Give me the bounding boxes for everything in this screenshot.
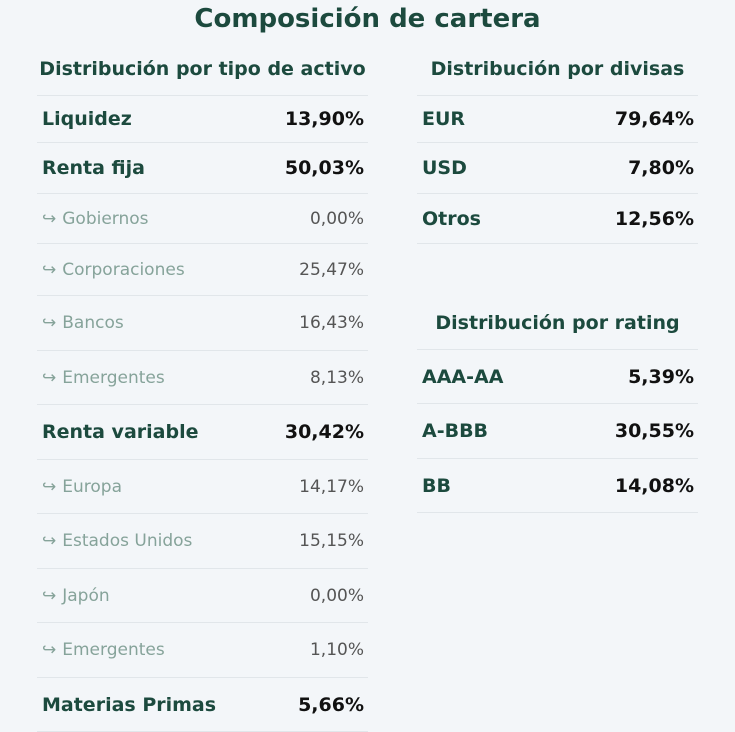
asset-row-label: ↪ Japón xyxy=(42,586,110,606)
asset-row-label-text: Emergentes xyxy=(62,640,165,660)
currency-row-value: 7,80% xyxy=(628,157,694,179)
currency-row-label-text: USD xyxy=(422,157,467,179)
rating-distribution-section: Distribución por rating AAA-AA 5,39% A-BBB… xyxy=(417,309,698,513)
asset-row: ↪ Europa 14,17% xyxy=(37,460,368,514)
rating-row-label: BB xyxy=(422,475,451,497)
asset-row-value: 16,43% xyxy=(299,313,364,333)
asset-row-value: 0,00% xyxy=(309,208,364,229)
asset-row-label: ↪ Corporaciones xyxy=(42,260,185,280)
rating-row-value: 30,55% xyxy=(614,420,694,442)
sub-item-arrow-icon: ↪ xyxy=(42,313,57,333)
rating-row-label-text: A-BBB xyxy=(422,420,489,442)
page-title: Composición de cartera xyxy=(194,4,541,34)
asset-row: Liquidez 13,90% xyxy=(37,96,368,143)
asset-row: ↪ Gobiernos 0,00% xyxy=(37,194,368,244)
asset-row: ↪ Estados Unidos 15,15% xyxy=(37,514,368,569)
asset-row-value: 1,10% xyxy=(309,640,364,660)
rating-row-value: 14,08% xyxy=(614,474,694,497)
currency-distribution-section: Distribución por divisas EUR 79,64% USD 7,8… xyxy=(417,55,698,244)
currency-row-label-text: Otros xyxy=(422,207,481,230)
currency-distribution-table: EUR 79,64% USD 7,80% Otros 12,56% xyxy=(417,95,698,244)
rating-row: A-BBB 30,55% xyxy=(417,404,698,459)
asset-row-label-text: Estados Unidos xyxy=(62,531,193,551)
asset-row-label: Materias Primas xyxy=(42,694,216,716)
asset-row-label-text: Emergentes xyxy=(62,367,165,388)
asset-row-label: ↪ Emergentes xyxy=(42,368,165,388)
rating-distribution-heading: Distribución por rating xyxy=(435,312,680,334)
asset-row: ↪ Corporaciones 25,47% xyxy=(37,244,368,296)
asset-row: Materias Primas 5,66% xyxy=(37,678,368,732)
asset-row: ↪ Bancos 16,43% xyxy=(37,296,368,351)
currency-row-label-text: EUR xyxy=(422,108,466,130)
asset-row-label: Renta variable xyxy=(42,421,198,443)
sub-item-arrow-icon: ↪ xyxy=(42,476,57,497)
asset-row-value: 0,00% xyxy=(309,585,364,606)
asset-row-label-text: Bancos xyxy=(62,313,124,333)
asset-row-value: 5,66% xyxy=(298,693,364,716)
asset-row-value: 50,03% xyxy=(284,157,364,179)
rating-row-label: A-BBB xyxy=(422,420,488,442)
asset-row-label-text: Corporaciones xyxy=(62,259,185,280)
asset-row-label-text: Renta variable xyxy=(42,421,199,443)
asset-row-label-text: Japón xyxy=(62,585,110,606)
asset-row-value: 14,17% xyxy=(299,476,364,497)
asset-row-label: Renta fija xyxy=(42,157,145,179)
asset-row-label-text: Materias Primas xyxy=(42,693,217,716)
asset-row-label: ↪ Emergentes xyxy=(42,640,165,660)
sub-item-arrow-icon: ↪ xyxy=(42,259,57,280)
currency-row-value: 12,56% xyxy=(614,207,694,230)
asset-row: ↪ Emergentes 8,13% xyxy=(37,351,368,405)
currency-row: Otros 12,56% xyxy=(417,194,698,244)
sub-item-arrow-icon: ↪ xyxy=(42,367,57,388)
currency-row-label: Otros xyxy=(422,208,481,230)
asset-distribution-heading: Distribución por tipo de activo xyxy=(39,58,366,80)
rating-row-label-text: AAA-AA xyxy=(422,365,504,388)
rating-row: BB 14,08% xyxy=(417,459,698,513)
asset-row-label: ↪ Bancos xyxy=(42,313,124,333)
asset-distribution-table: Liquidez 13,90% Renta fija 50,03% ↪ Gobiernos… xyxy=(37,95,368,732)
asset-row-label: Liquidez xyxy=(42,108,132,130)
asset-row-label-text: Renta fija xyxy=(42,157,145,179)
asset-row-label: ↪ Europa xyxy=(42,477,122,497)
rating-row: AAA-AA 5,39% xyxy=(417,350,698,404)
asset-row-value: 8,13% xyxy=(309,367,364,388)
asset-row: Renta variable 30,42% xyxy=(37,405,368,460)
rating-row-label-text: BB xyxy=(422,474,451,497)
currency-row-label: EUR xyxy=(422,108,465,130)
asset-row-value: 30,42% xyxy=(284,421,364,443)
currency-row-label: USD xyxy=(422,157,467,179)
currency-distribution-heading: Distribución por divisas xyxy=(430,58,685,80)
asset-row: ↪ Japón 0,00% xyxy=(37,569,368,623)
sub-item-arrow-icon: ↪ xyxy=(42,531,57,551)
rating-row-value: 5,39% xyxy=(628,365,694,388)
sub-item-arrow-icon: ↪ xyxy=(42,208,57,229)
asset-row-value: 15,15% xyxy=(299,531,364,551)
asset-row-label-text: Europa xyxy=(62,476,122,497)
asset-distribution-section: Distribución por tipo de activo Liquidez… xyxy=(37,55,368,732)
sub-item-arrow-icon: ↪ xyxy=(42,585,57,606)
asset-row-label: ↪ Estados Unidos xyxy=(42,531,192,551)
currency-row: USD 7,80% xyxy=(417,143,698,194)
asset-row-value: 25,47% xyxy=(299,259,364,280)
rating-distribution-table: AAA-AA 5,39% A-BBB 30,55% BB 14,08% xyxy=(417,349,698,513)
asset-row-label-text: Liquidez xyxy=(42,108,132,130)
asset-row: Renta fija 50,03% xyxy=(37,143,368,194)
asset-row-label: ↪ Gobiernos xyxy=(42,209,149,229)
rating-row-label: AAA-AA xyxy=(422,366,503,388)
asset-row: ↪ Emergentes 1,10% xyxy=(37,623,368,678)
currency-row-value: 79,64% xyxy=(614,108,694,130)
currency-row: EUR 79,64% xyxy=(417,96,698,143)
asset-row-label-text: Gobiernos xyxy=(62,208,149,229)
sub-item-arrow-icon: ↪ xyxy=(42,640,57,660)
asset-row-value: 13,90% xyxy=(284,108,364,130)
